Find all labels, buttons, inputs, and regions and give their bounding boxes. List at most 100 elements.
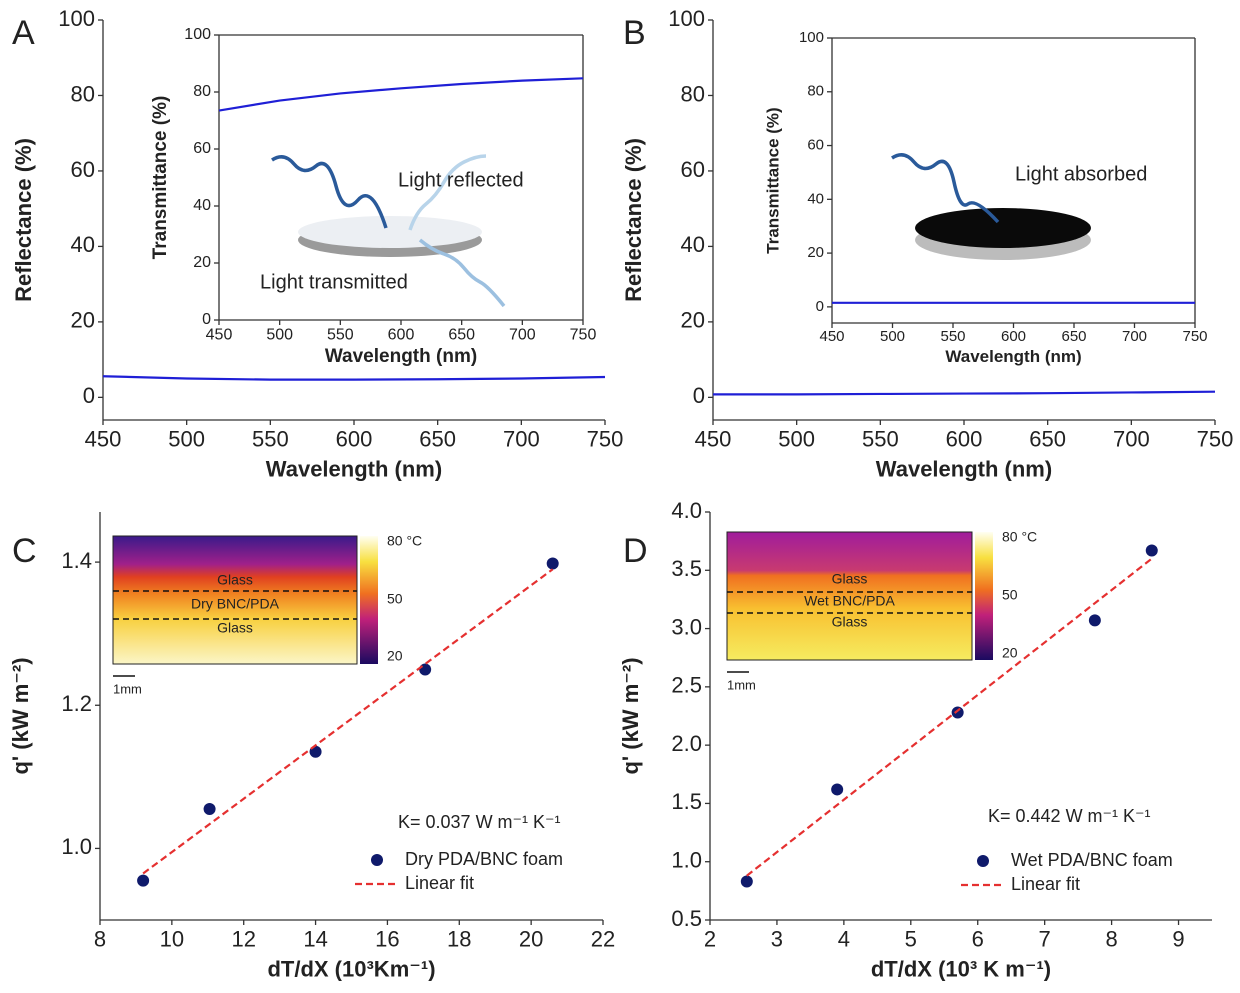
annotation: K= 0.442 W m⁻¹ K⁻¹	[988, 806, 1151, 826]
light-arrow	[271, 155, 388, 229]
colorbar-label: 80 °C	[1002, 529, 1037, 545]
x-tick-label: 600	[336, 427, 373, 452]
y-tick-label: 80	[681, 81, 705, 106]
y-tick-label: 0.5	[671, 906, 702, 931]
y-axis-label: Transmittance (%)	[150, 96, 171, 260]
x-axis-label: Wavelength (nm)	[876, 456, 1052, 481]
y-axis-label: Reflectance (%)	[621, 138, 646, 302]
layer-label: Dry BNC/PDA	[191, 596, 280, 612]
y-axis-label: Transmittance (%)	[763, 107, 782, 253]
data-point	[1088, 614, 1101, 627]
x-tick-label: 8	[94, 927, 106, 952]
y-tick-label: 60	[681, 157, 705, 182]
y-tick-label: 40	[71, 232, 95, 257]
data-point	[546, 557, 559, 570]
panel-label: C	[12, 532, 37, 570]
x-tick-label: 650	[1061, 328, 1086, 345]
y-axis-label: q' (kW m⁻²)	[8, 657, 33, 774]
y-tick-label: 80	[71, 81, 95, 106]
x-tick-label: 450	[819, 328, 844, 345]
layer-label: Glass	[217, 620, 253, 636]
colorbar-label: 50	[387, 591, 403, 607]
y-tick-label: 40	[807, 190, 824, 207]
x-tick-label: 600	[388, 326, 415, 343]
colorbar	[360, 536, 378, 664]
light-arrow	[418, 238, 506, 308]
x-tick-label: 650	[448, 326, 475, 343]
layer-label: Wet BNC/PDA	[804, 593, 895, 609]
y-tick-label: 1.2	[61, 691, 92, 716]
x-tick-label: 650	[1029, 427, 1066, 452]
x-axis-label: dT/dX (10³ K m⁻¹)	[871, 956, 1051, 981]
y-tick-label: 40	[681, 232, 705, 257]
data-point	[1145, 544, 1158, 557]
x-tick-label: 500	[880, 328, 905, 345]
annotation: Light reflected	[398, 169, 524, 191]
y-tick-label: 1.0	[61, 834, 92, 859]
x-axis-label: Wavelength (nm)	[945, 347, 1081, 366]
fit-line	[746, 557, 1153, 877]
data-point	[831, 783, 844, 796]
data-line	[218, 77, 584, 112]
colorbar-label: 50	[1002, 587, 1018, 603]
light-arrow	[408, 154, 487, 231]
scale-label: 1mm	[727, 677, 756, 692]
y-tick-label: 20	[681, 308, 705, 333]
x-tick-label: 500	[168, 427, 205, 452]
layer-label: Glass	[832, 614, 868, 630]
x-tick-label: 14	[303, 927, 327, 952]
legend-marker	[977, 855, 989, 867]
data-point	[419, 663, 432, 676]
x-tick-label: 9	[1172, 927, 1184, 952]
y-tick-label: 1.5	[671, 789, 702, 814]
sample-disc	[298, 216, 482, 248]
x-tick-label: 500	[778, 427, 815, 452]
y-tick-label: 100	[184, 26, 211, 43]
data-point	[137, 874, 150, 887]
y-tick-label: 20	[71, 308, 95, 333]
x-tick-label: 450	[695, 427, 732, 452]
x-tick-label: 8	[1105, 927, 1117, 952]
y-tick-label: 60	[71, 157, 95, 182]
x-tick-label: 10	[160, 927, 184, 952]
y-tick-label: 0	[693, 383, 705, 408]
y-tick-label: 3.5	[671, 556, 702, 581]
x-tick-label: 700	[509, 326, 536, 343]
legend-label: Linear fit	[405, 873, 474, 893]
x-tick-label: 550	[327, 326, 354, 343]
x-tick-label: 6	[972, 927, 984, 952]
x-tick-label: 450	[206, 326, 233, 343]
y-tick-label: 20	[193, 254, 211, 271]
colorbar-label: 20	[1002, 645, 1018, 661]
x-axis-label: dT/dX (10³Km⁻¹)	[267, 956, 435, 981]
light-arrow	[891, 153, 1000, 224]
y-tick-label: 4.0	[671, 498, 702, 523]
x-tick-label: 700	[503, 427, 540, 452]
panel-label: B	[623, 14, 646, 52]
x-tick-label: 550	[252, 427, 289, 452]
x-tick-label: 450	[85, 427, 122, 452]
y-tick-label: 0	[816, 298, 824, 315]
colorbar	[975, 532, 993, 660]
legend-label: Wet PDA/BNC foam	[1011, 850, 1173, 870]
x-tick-label: 4	[838, 927, 850, 952]
y-tick-label: 1.0	[671, 848, 702, 873]
x-tick-label: 5	[905, 927, 917, 952]
data-point	[740, 875, 753, 888]
y-tick-label: 0	[202, 311, 211, 328]
thermal-image	[112, 535, 358, 665]
x-tick-label: 20	[519, 927, 543, 952]
data-point	[951, 706, 964, 719]
y-tick-label: 2.0	[671, 731, 702, 756]
y-tick-label: 100	[58, 6, 95, 31]
x-tick-label: 750	[570, 326, 597, 343]
x-tick-label: 750	[1182, 328, 1207, 345]
panel-label: D	[623, 532, 648, 570]
sample-disc	[915, 208, 1091, 248]
x-tick-label: 650	[419, 427, 456, 452]
colorbar-label: 20	[387, 648, 403, 664]
colorbar-label: 80 °C	[387, 533, 422, 549]
legend-label: Dry PDA/BNC foam	[405, 849, 563, 869]
x-axis-label: Wavelength (nm)	[325, 346, 477, 367]
